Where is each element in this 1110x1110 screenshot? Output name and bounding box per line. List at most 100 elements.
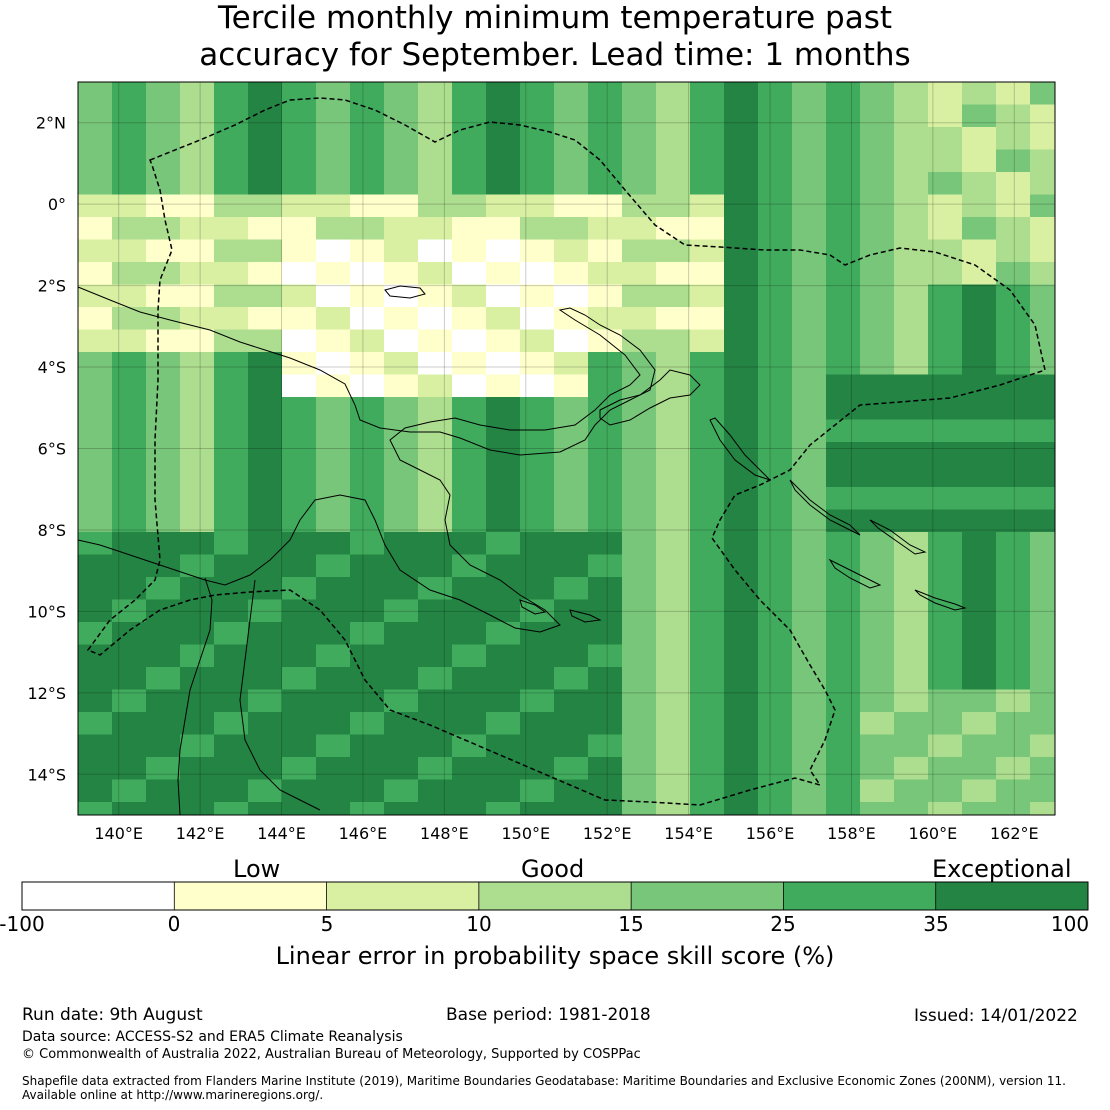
grid-cell xyxy=(894,622,929,645)
grid-cell xyxy=(180,554,215,578)
grid-cell xyxy=(554,712,589,735)
grid-cell xyxy=(146,329,181,353)
grid-cell xyxy=(384,352,419,375)
grid-cell xyxy=(316,104,351,128)
grid-cell xyxy=(996,487,1031,510)
grid-cell xyxy=(452,217,487,240)
grid-cell xyxy=(996,644,1031,668)
grid-cell xyxy=(996,577,1031,600)
grid-cell xyxy=(690,487,725,510)
grid-cell xyxy=(418,82,453,105)
grid-cell xyxy=(214,149,249,173)
grid-cell xyxy=(520,374,555,398)
grid-cell xyxy=(350,802,385,816)
grid-cell xyxy=(350,82,385,105)
grid-cell xyxy=(894,239,929,263)
grid-cell xyxy=(860,172,895,195)
grid-cell xyxy=(1030,172,1056,195)
grid-cell xyxy=(554,554,589,578)
grid-cell xyxy=(962,509,997,533)
grid-cell xyxy=(146,599,181,623)
makira-coastline xyxy=(914,589,967,611)
grid-cell xyxy=(860,734,895,758)
grid-cell xyxy=(78,149,113,173)
grid-cell xyxy=(486,532,521,555)
grid-cell xyxy=(520,779,555,803)
grid-cell xyxy=(520,194,555,218)
grid-cell xyxy=(1030,734,1056,758)
grid-cell xyxy=(384,554,419,578)
grid-cell xyxy=(860,397,895,420)
grid-cell xyxy=(384,307,419,330)
colorbar-segment xyxy=(326,882,479,910)
grid-cell xyxy=(724,712,759,735)
grid-cell xyxy=(996,217,1031,240)
grid-cell xyxy=(996,329,1031,353)
grid-cell xyxy=(826,487,861,510)
grid-cell xyxy=(622,239,657,263)
grid-cell xyxy=(350,622,385,645)
grid-cell xyxy=(146,284,181,308)
grid-cell xyxy=(248,397,283,420)
grid-cell xyxy=(486,644,521,668)
grid-cell xyxy=(78,802,113,816)
grid-cell xyxy=(112,532,147,555)
grid-cell xyxy=(248,217,283,240)
grid-cell xyxy=(588,689,623,713)
grid-cell xyxy=(520,577,555,600)
grid-cell xyxy=(248,622,283,645)
grid-cell xyxy=(928,689,963,713)
grid-cell xyxy=(520,352,555,375)
grid-cell xyxy=(996,667,1031,690)
grid-cell xyxy=(758,442,793,465)
grid-cell xyxy=(826,262,861,285)
grid-cell xyxy=(248,487,283,510)
new-britain-coastline xyxy=(599,369,701,426)
grid-cell xyxy=(214,419,249,443)
grid-cell xyxy=(588,329,623,353)
grid-cell xyxy=(350,712,385,735)
grid-cell xyxy=(894,262,929,285)
latitude-label: 0° xyxy=(48,195,66,214)
grid-cell xyxy=(962,194,997,218)
grid-cell xyxy=(112,329,147,353)
grid-cell xyxy=(384,757,419,780)
grid-cell xyxy=(894,442,929,465)
grid-cell xyxy=(860,284,895,308)
grid-cell xyxy=(282,127,317,150)
grid-cell xyxy=(928,329,963,353)
grid-cell xyxy=(860,509,895,533)
grid-cell xyxy=(724,577,759,600)
colorbar-tick: -100 xyxy=(0,912,45,936)
grid-cell xyxy=(962,329,997,353)
grid-cell xyxy=(350,734,385,758)
grid-cell xyxy=(1030,397,1056,420)
grid-cell xyxy=(826,622,861,645)
grid-cell xyxy=(554,374,589,398)
grid-cell xyxy=(180,599,215,623)
grid-cell xyxy=(282,239,317,263)
grid-cell xyxy=(418,307,453,330)
grid-cell xyxy=(656,644,691,668)
grid-cell xyxy=(316,712,351,735)
grid-cell xyxy=(588,172,623,195)
grid-cell xyxy=(894,149,929,173)
grid-cell xyxy=(180,419,215,443)
grid-cell xyxy=(588,149,623,173)
grid-cell xyxy=(316,734,351,758)
grid-cell xyxy=(418,757,453,780)
grid-cell xyxy=(384,644,419,668)
new-guinea-coastline xyxy=(77,286,656,633)
grid-cell xyxy=(146,172,181,195)
grid-cell xyxy=(248,577,283,600)
grid-cell xyxy=(622,554,657,578)
grid-cell xyxy=(282,82,317,105)
grid-cell xyxy=(928,374,963,398)
grid-cell xyxy=(350,329,385,353)
grid-cell xyxy=(962,554,997,578)
grid-cell xyxy=(180,442,215,465)
grid-cell xyxy=(78,599,113,623)
longitude-axis: 140°E 142°E 144°E 146°E 148°E 150°E 152°E 154°E… xyxy=(94,824,1038,843)
grid-cell xyxy=(112,779,147,803)
grid-cell xyxy=(214,757,249,780)
